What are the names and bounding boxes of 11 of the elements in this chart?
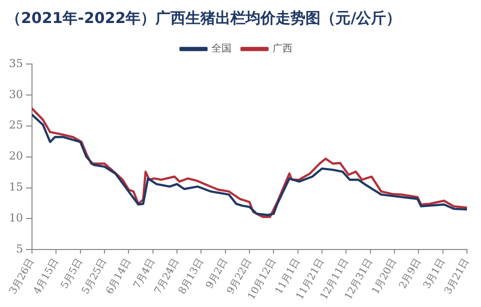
y-tick-label: 5 xyxy=(16,242,23,256)
x-tick-label: 2月9日 xyxy=(398,256,424,291)
y-tick-label: 15 xyxy=(8,180,23,194)
legend-label: 广西 xyxy=(272,42,292,55)
legend-label: 全国 xyxy=(212,42,232,55)
y-tick-label: 20 xyxy=(8,150,23,163)
y-tick-label: 10 xyxy=(8,212,23,225)
y-tick-label: 30 xyxy=(8,88,23,101)
y-tick-label: 35 xyxy=(8,56,23,70)
chart-title: （2021年-2022年）广西生猪出栏均价走势图（元/公斤） xyxy=(6,8,402,27)
y-tick-label: 25 xyxy=(8,118,23,132)
